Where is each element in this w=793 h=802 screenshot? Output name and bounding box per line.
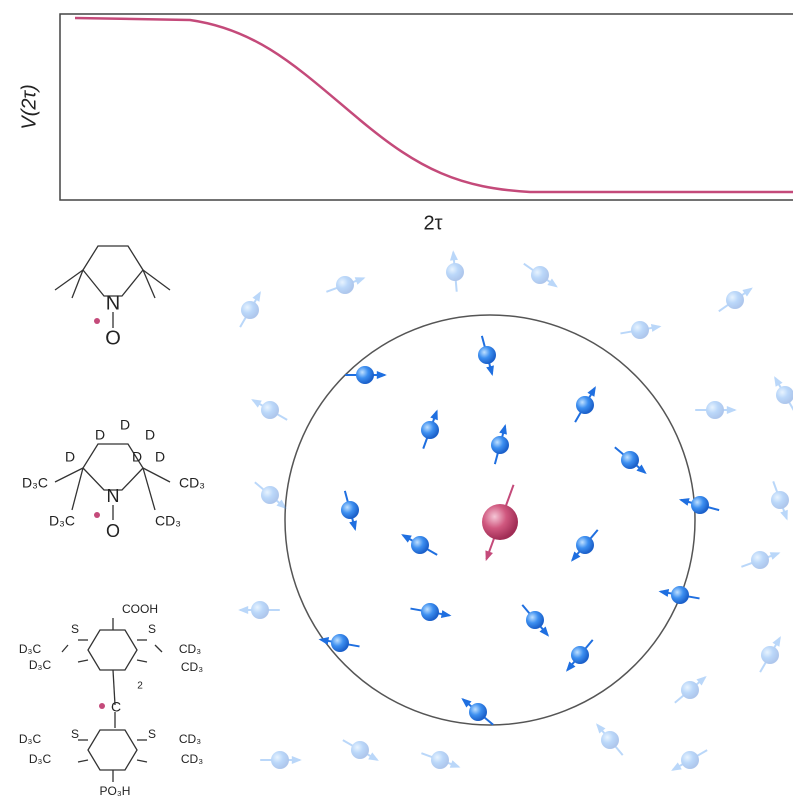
spin	[421, 751, 460, 769]
spin	[524, 264, 558, 288]
radical-dot	[94, 512, 100, 518]
atom: CD₃	[155, 513, 181, 529]
spin	[771, 481, 789, 520]
molecule-tempo	[55, 246, 170, 328]
spin	[659, 586, 700, 604]
spin	[719, 287, 753, 311]
spin	[238, 601, 280, 619]
spin	[240, 291, 261, 327]
atom: CD₃	[181, 752, 203, 766]
y-label: V(2τ)	[18, 84, 40, 129]
atom: N	[106, 292, 120, 314]
spin	[260, 751, 302, 769]
spins	[238, 250, 793, 771]
spin	[695, 401, 737, 419]
atom: 2	[137, 681, 143, 692]
spin	[421, 410, 439, 449]
atom: S	[71, 727, 79, 741]
spin	[774, 376, 793, 412]
atom: S	[148, 727, 156, 741]
spin	[615, 447, 647, 474]
spin	[575, 386, 596, 422]
spin	[679, 496, 719, 514]
atom: PO₃H	[100, 784, 131, 798]
spin	[255, 482, 287, 509]
atom: N	[107, 486, 120, 506]
atom: D₃C	[22, 475, 48, 491]
spin	[621, 321, 662, 339]
spin	[671, 750, 707, 771]
spin	[760, 636, 781, 672]
atom: S	[148, 622, 156, 636]
spin	[566, 640, 593, 672]
atom: CD₃	[179, 642, 201, 656]
x-label: 2τ	[423, 212, 442, 234]
spin	[326, 276, 365, 294]
atom: COOH	[122, 602, 158, 616]
atom: CD₃	[179, 475, 205, 491]
spin	[675, 676, 707, 703]
atom: D	[120, 417, 130, 433]
spin	[446, 250, 464, 291]
atom: CD₃	[181, 660, 203, 674]
spin	[401, 534, 437, 555]
spin	[571, 530, 598, 562]
atom: D	[145, 427, 155, 443]
atom: C	[111, 699, 121, 715]
atom: D	[155, 449, 165, 465]
atom: CD₃	[179, 732, 201, 746]
spin	[491, 424, 509, 464]
spin	[596, 723, 623, 755]
atom: D₃C	[29, 752, 52, 766]
radical-dot	[94, 318, 100, 324]
atom: D	[132, 449, 142, 465]
atom: D₃C	[19, 642, 42, 656]
spin	[461, 698, 493, 725]
atom: O	[106, 521, 120, 541]
atom: O	[105, 327, 121, 349]
atom: D₃C	[29, 658, 52, 672]
spin	[251, 399, 287, 420]
radical-dot	[99, 703, 105, 709]
spin	[741, 551, 780, 569]
atom: S	[71, 622, 79, 636]
atom: D	[65, 449, 75, 465]
spin	[411, 603, 452, 621]
figure: V(2τ) 2τ N O D D D D D D D₃C CD₃ D₃C CD₃…	[0, 0, 793, 802]
atom: D	[95, 427, 105, 443]
spin	[319, 634, 360, 652]
decay-curve	[75, 18, 793, 192]
spin	[343, 740, 379, 761]
spin	[341, 491, 359, 531]
spin	[478, 336, 496, 376]
atom: D₃C	[19, 732, 42, 746]
spin	[482, 485, 518, 561]
atom: D₃C	[49, 513, 75, 529]
plot-frame	[60, 14, 793, 200]
spin	[522, 605, 549, 637]
